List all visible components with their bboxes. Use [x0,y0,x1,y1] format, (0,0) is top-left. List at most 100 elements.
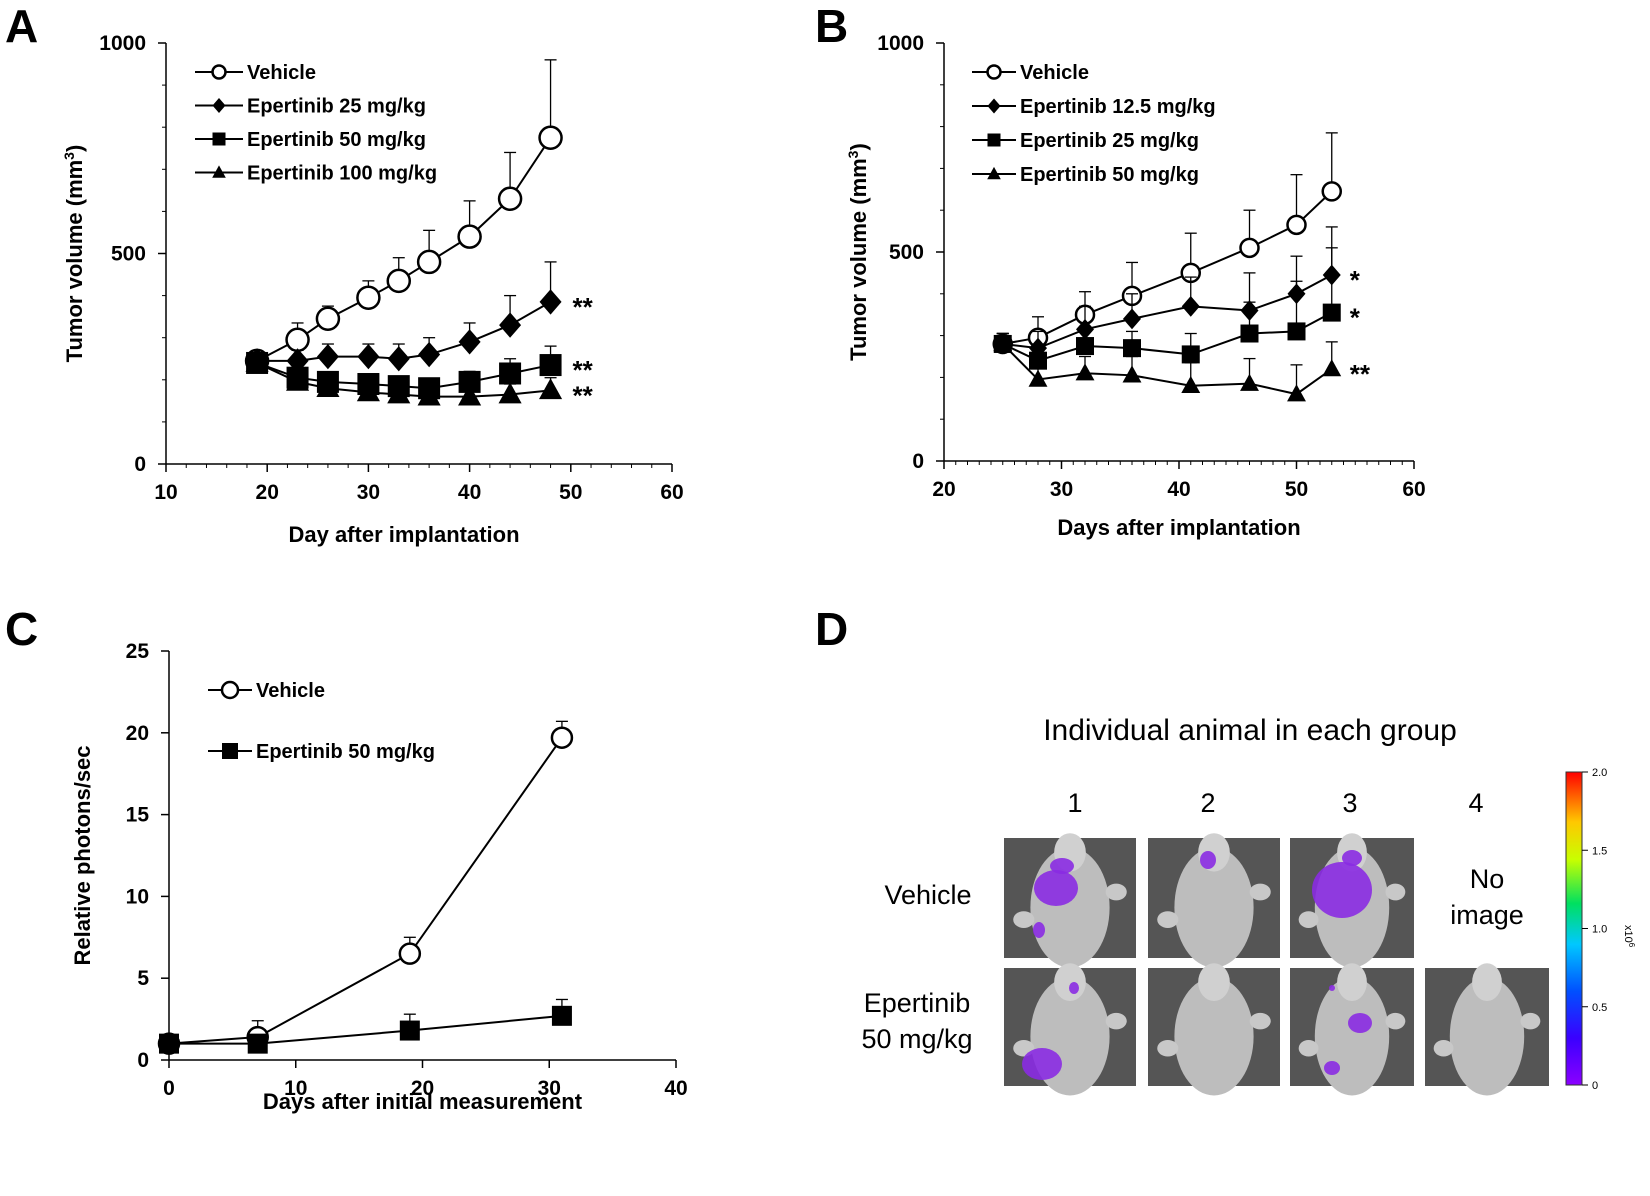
series-line [168,737,563,1045]
y-tick-label: 5 [137,967,149,990]
mouse-paw [1385,1012,1406,1030]
legend-marker [987,98,1001,114]
data-point [499,362,522,385]
y-axis-title: Relative photons/sec [70,745,95,965]
mouse-body [1174,977,1254,1096]
data-point [1075,363,1095,381]
mouse-paw [1105,883,1127,901]
data-point [499,312,522,338]
series-line [1002,190,1333,345]
data-point [316,376,340,398]
y-tick-label: 0 [912,450,924,473]
y-tick-label: 20 [126,722,149,745]
bioluminescence-signal [1050,858,1074,874]
colorbar-ticks: 2.0 1.5 1.0 0.5 0 [1582,767,1607,1092]
data-point [387,346,410,372]
significance-label: * [1350,303,1361,333]
chart-a: 0 500 1000 10 20 30 40 50 60 Day after implantati… [61,32,684,547]
colorbar [1565,771,1583,1086]
y-tick-label: 15 [126,804,150,827]
mouse-image-4 [1004,963,1136,1096]
data-point [1322,359,1342,377]
data-point [457,224,482,249]
panel-letter-b: B [815,0,848,52]
mouse-image-2 [1148,833,1280,968]
data-point [247,1033,268,1054]
mouse-body [1449,977,1525,1096]
x-tick-label: 40 [458,481,481,504]
data-point [1240,324,1259,343]
legend-marker [986,64,1002,80]
series-line [1002,274,1333,350]
data-point [386,268,412,294]
legend-label: Epertinib 25 mg/kg [247,96,426,118]
data-point [399,1020,420,1041]
series-epertinib-50-mg-kg: **Epertinib 50 mg/kg [972,164,1371,402]
data-point [418,341,441,368]
mouse-paw [1298,1039,1319,1057]
mouse-paw [1249,1012,1271,1030]
data-point [458,329,481,355]
data-point [416,249,442,275]
x-tick-label: 20 [932,478,955,501]
panel-letter-a: A [5,0,38,52]
data-point [1181,345,1200,364]
mouse-image-5 [1148,963,1280,1096]
significance-label: ** [573,355,594,385]
data-point [539,289,562,315]
legend-marker [211,64,227,80]
panel-letter-d: D [815,603,848,655]
data-point [539,354,562,377]
data-point [1029,351,1047,370]
x-tick-label: 60 [1402,478,1425,501]
bioluminescence-signal [1069,982,1079,994]
x-tick-label: 10 [154,481,177,504]
data-point [1287,384,1306,402]
colorbar-tick-label: 0.5 [1592,1002,1607,1014]
bioluminescence-signal [1312,862,1372,918]
legend-label: Epertinib 100 mg/kg [247,163,437,185]
significance-label: ** [1350,359,1371,389]
series-epertinib-100-mg-kg: ** Epertinib 100 mg/kg [195,163,594,410]
bioluminescence-signal [1034,870,1078,906]
mouse-paw [1157,911,1179,928]
series-epertinib-25-mg-kg: ** Epertinib 25 mg/kg [195,96,594,374]
significance-label: ** [573,380,594,410]
data-point [550,726,574,749]
mouse-paw [1298,911,1319,928]
legend-label: Vehicle [1020,62,1089,84]
chart-b: 0 500 1000 20 30 40 50 60 Days after implantatio… [845,32,1426,540]
data-point [387,382,411,404]
x-tick-label: 20 [411,1077,434,1100]
data-point [458,370,481,393]
data-point [497,186,523,212]
legend-label: Epertinib 50 mg/kg [256,741,435,763]
legend-marker [222,743,238,759]
bioluminescence-signal [1342,850,1362,866]
mouse-head [1472,963,1502,1002]
mouse-image-7 [1425,963,1549,1096]
data-point [1123,308,1141,330]
panel-letter-c: C [5,603,38,655]
column-label-4: 4 [1468,788,1483,818]
data-point [1239,237,1260,259]
mouse-paw [1385,883,1406,901]
x-tick-label: 10 [284,1077,307,1100]
colorbar-unit: x106 [1622,925,1637,948]
x-tick-label: 60 [660,481,683,504]
bioluminescence-signal [1033,922,1045,938]
panel-d-imaging: Individual animal in each group 1 2 3 4 … [861,714,1637,1096]
column-label-2: 2 [1200,788,1215,818]
legend-marker [212,132,226,146]
data-point [316,343,339,370]
legend-marker [987,133,1001,147]
x-tick-label: 30 [1050,478,1073,501]
data-point [1181,295,1200,317]
legend-label: Epertinib 12.5 mg/kg [1020,96,1216,118]
mouse-image-3 [1290,833,1414,968]
data-point [1123,339,1141,358]
data-point [286,369,310,391]
y-tick-label: 0 [137,1049,149,1072]
series-epertinib-50-mg-kg: Epertinib 50 mg/kg [159,741,572,1054]
